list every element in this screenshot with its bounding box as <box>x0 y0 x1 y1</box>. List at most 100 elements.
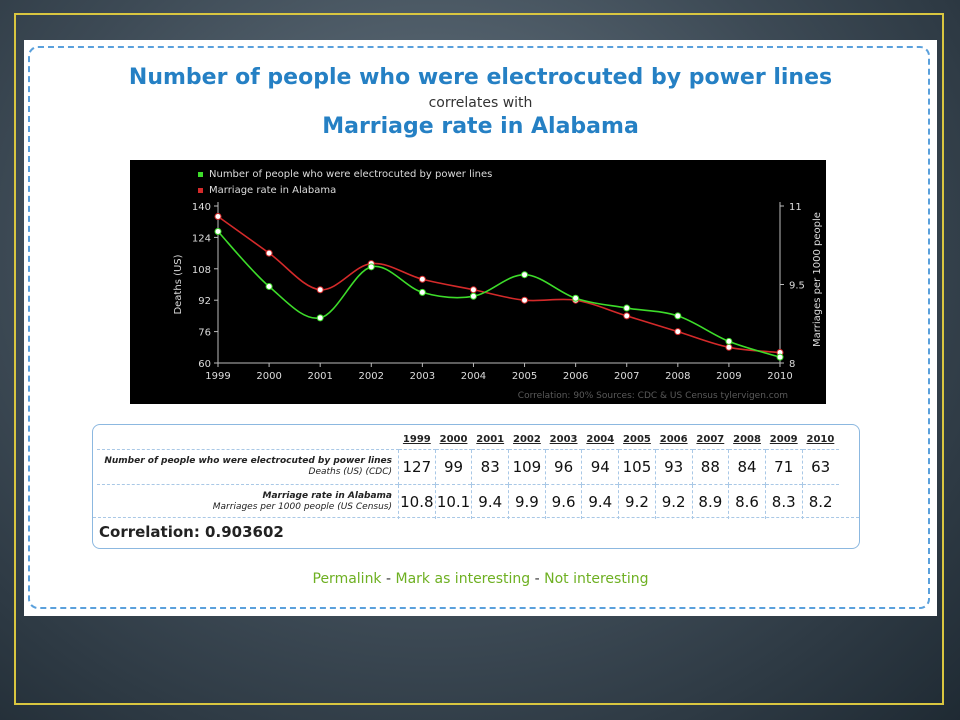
x-tick-label: 2002 <box>359 371 384 382</box>
mark-interesting-link[interactable]: Mark as interesting <box>395 571 531 587</box>
data-point <box>572 294 580 302</box>
row-label: Number of people who were electrocuted b… <box>97 449 399 485</box>
x-tick-label: 2009 <box>716 371 741 382</box>
legend-label: Number of people who were electrocuted b… <box>209 169 492 180</box>
table-cell: 84 <box>728 449 766 485</box>
x-tick-label: 2008 <box>665 371 690 382</box>
data-point <box>214 228 222 236</box>
line-chart: 60 76 92 108 124 140 8 9.5 11 1999 2000 2001 2002 200… <box>130 160 826 404</box>
table-cell: 9.6 <box>544 484 582 519</box>
correlation-value: Correlation: 0.903602 <box>99 523 284 541</box>
table-cell: 88 <box>691 449 729 485</box>
table-year-header: 2005 <box>623 433 651 445</box>
data-point <box>674 312 682 320</box>
table-cell: 8.6 <box>728 484 766 519</box>
table-cell: 71 <box>764 449 803 485</box>
table-cell: 9.9 <box>508 484 546 519</box>
table-cell: 10.8 <box>398 484 436 519</box>
y-axis-title: Deaths (US) <box>173 254 184 314</box>
x-tick-label: 2000 <box>256 371 281 382</box>
row-title: Number of people who were electrocuted b… <box>104 456 392 466</box>
y-right-tick-label: 9.5 <box>789 281 805 292</box>
data-point <box>521 296 529 304</box>
not-interesting-link[interactable]: Not interesting <box>544 571 649 587</box>
table-year-header: 1999 <box>402 433 431 445</box>
data-point <box>367 263 375 271</box>
permalink-link[interactable]: Permalink <box>312 571 382 587</box>
table-cell: 10.1 <box>434 484 472 519</box>
link-separator: - <box>386 571 392 587</box>
table-cell: 96 <box>544 449 582 485</box>
row-label: Marriage rate in Alabama Marriages per 1… <box>97 484 399 519</box>
x-tick-label: 2004 <box>461 371 486 382</box>
title-line-1: Number of people who were electrocuted b… <box>128 65 833 90</box>
data-point <box>418 275 426 283</box>
dashed-border <box>28 46 930 609</box>
data-point <box>776 353 784 361</box>
x-tick-label: 2007 <box>614 371 639 382</box>
chart-footer: Correlation: 90% Sources: CDC & US Censu… <box>518 391 788 401</box>
table-cell: 94 <box>581 449 619 485</box>
title-line-3: Marriage rate in Alabama <box>322 114 639 139</box>
x-tick-label: 2003 <box>410 371 435 382</box>
table-cell: 8.3 <box>764 484 803 519</box>
table-year-header: 2003 <box>549 433 578 445</box>
chart-background <box>130 160 826 404</box>
data-point <box>316 314 324 322</box>
table-cell: 9.2 <box>618 484 656 519</box>
x-tick-label: 2006 <box>563 371 588 382</box>
title-line-2: correlates with <box>428 95 533 111</box>
table-cell: 93 <box>654 449 692 485</box>
x-tick-label: 2010 <box>767 371 792 382</box>
data-point <box>623 304 631 312</box>
table-year-header: 2001 <box>476 433 505 445</box>
y-tick-label: 76 <box>198 328 211 339</box>
table-year-header: 2008 <box>733 433 761 445</box>
x-tick-label: 2005 <box>512 371 537 382</box>
table-year-header: 2000 <box>439 433 468 445</box>
table-cell: 99 <box>434 449 472 485</box>
chart-svg: 60 76 92 108 124 140 8 9.5 11 1999 2000 2001 2002 200… <box>130 160 826 404</box>
slide-frame <box>14 13 944 705</box>
data-point <box>521 271 529 279</box>
table-cell: 109 <box>508 449 546 485</box>
data-point <box>725 343 733 351</box>
table-cell: 127 <box>398 449 436 485</box>
y-tick-label: 108 <box>192 265 211 276</box>
correlation-divider <box>93 517 859 518</box>
x-tick-label: 1999 <box>205 371 230 382</box>
action-links: Permalink - Mark as interesting - Not in… <box>24 571 937 587</box>
table-year-header: 2004 <box>586 433 615 445</box>
data-point <box>623 312 631 320</box>
table-corner <box>97 429 399 450</box>
legend-swatch <box>198 188 203 193</box>
x-tick-label: 2001 <box>307 371 332 382</box>
data-point <box>265 282 273 290</box>
table-year-header: 2002 <box>512 433 541 445</box>
content-card: Number of people who were electrocuted b… <box>24 40 937 616</box>
data-point <box>214 212 222 220</box>
y-right-tick-label: 8 <box>789 359 795 370</box>
table-cell: 9.4 <box>581 484 619 519</box>
data-point <box>725 337 733 345</box>
y-tick-label: 124 <box>192 233 211 244</box>
data-point <box>674 328 682 336</box>
legend-swatch <box>198 172 203 177</box>
table-row: Number of people who were electrocuted b… <box>97 449 839 485</box>
row-title: Marriage rate in Alabama <box>262 491 392 501</box>
y-right-tick-label: 11 <box>789 202 802 213</box>
data-point <box>265 249 273 257</box>
table-cell: 83 <box>471 449 509 485</box>
row-subtitle: Marriages per 1000 people (US Census) <box>212 502 392 512</box>
table-year-header: 2006 <box>659 433 688 445</box>
table-cell: 63 <box>801 449 839 485</box>
table-cell: 9.4 <box>471 484 509 519</box>
data-point <box>469 292 477 300</box>
legend-label: Marriage rate in Alabama <box>209 185 336 196</box>
data-point <box>469 286 477 294</box>
table-cell: 9.2 <box>654 484 692 519</box>
table-year-header: 2007 <box>696 433 725 445</box>
table-cell: 8.9 <box>691 484 729 519</box>
y-tick-label: 92 <box>198 296 211 307</box>
data-point <box>418 288 426 296</box>
